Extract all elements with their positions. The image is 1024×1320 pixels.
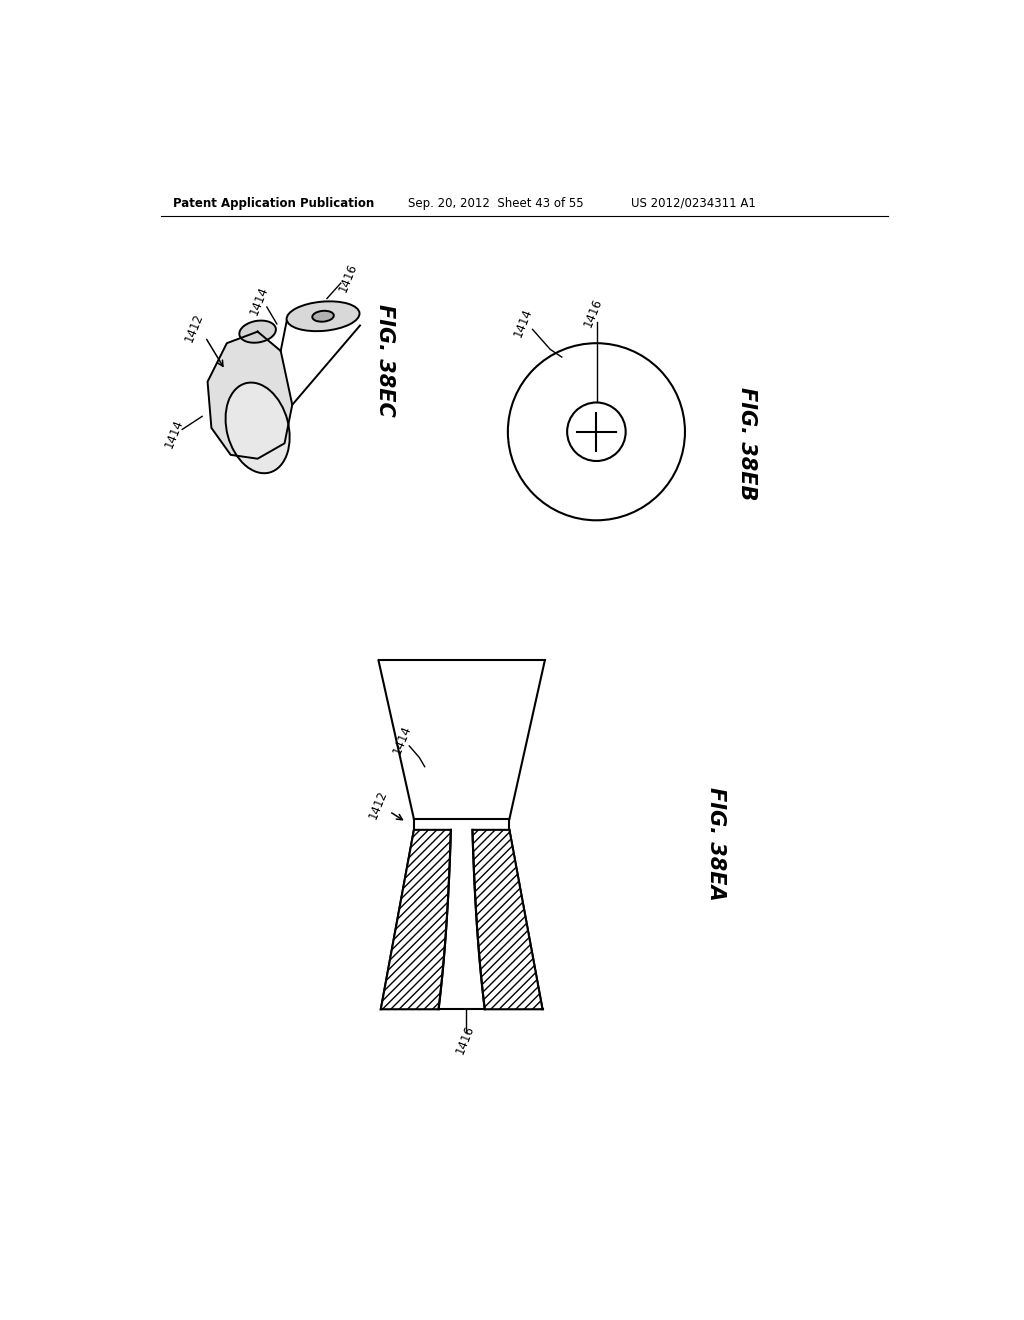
Text: Patent Application Publication: Patent Application Publication [173, 197, 374, 210]
Text: FIG. 38EC: FIG. 38EC [375, 304, 394, 417]
Ellipse shape [287, 301, 359, 331]
Polygon shape [472, 830, 543, 1010]
Text: 1412: 1412 [183, 312, 206, 345]
Polygon shape [208, 331, 292, 459]
Polygon shape [381, 830, 451, 1010]
Text: 1414: 1414 [512, 306, 535, 339]
Text: 1414: 1414 [163, 417, 186, 450]
Text: Sep. 20, 2012  Sheet 43 of 55: Sep. 20, 2012 Sheet 43 of 55 [408, 197, 584, 210]
Text: 1414: 1414 [390, 723, 414, 756]
Text: US 2012/0234311 A1: US 2012/0234311 A1 [631, 197, 756, 210]
Ellipse shape [240, 321, 275, 343]
Ellipse shape [312, 310, 334, 322]
Text: FIG. 38EA: FIG. 38EA [706, 787, 726, 900]
Text: 1416: 1416 [581, 296, 604, 329]
Text: 1412: 1412 [367, 789, 390, 821]
Text: 1416: 1416 [454, 1024, 477, 1056]
Ellipse shape [225, 383, 290, 474]
Text: FIG. 38EB: FIG. 38EB [736, 387, 757, 500]
Text: 1414: 1414 [248, 285, 270, 317]
Text: 1416: 1416 [337, 261, 360, 294]
